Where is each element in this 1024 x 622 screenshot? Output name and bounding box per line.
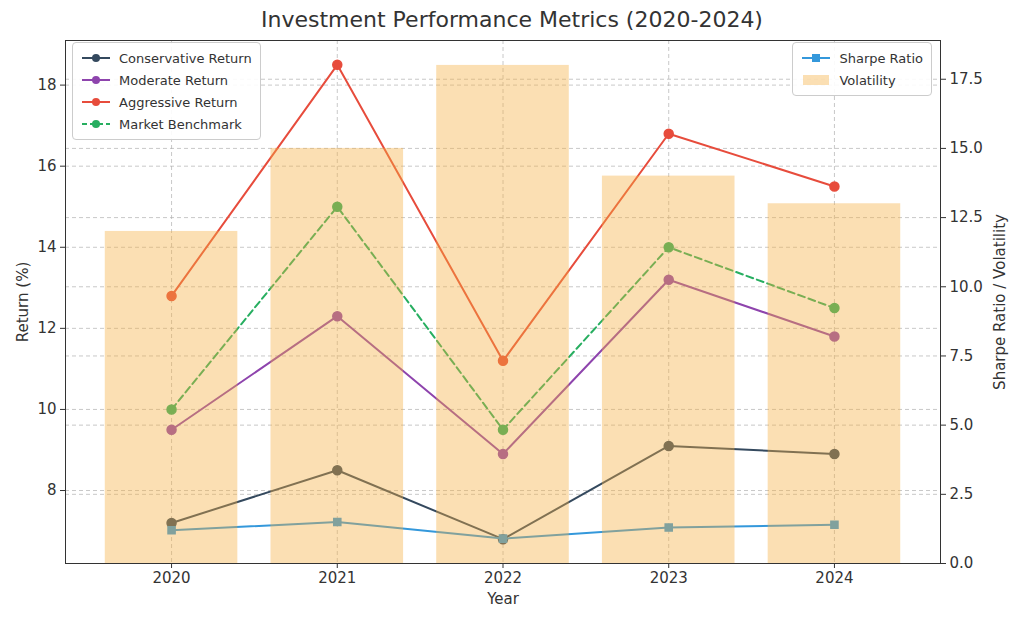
svg-text:10.0: 10.0 <box>950 278 983 296</box>
svg-text:15.0: 15.0 <box>950 139 983 157</box>
html-text:Conservative Return: Conservative Return <box>119 50 252 66</box>
svg-text:18: 18 <box>37 76 56 94</box>
html-text:Aggressive Return: Aggressive Return <box>119 94 238 110</box>
svg-text:10: 10 <box>37 400 56 418</box>
svg-text:7.5: 7.5 <box>950 347 974 365</box>
svg-text:14: 14 <box>37 238 56 256</box>
svg-text:Return (%): Return (%) <box>14 262 32 343</box>
html-text:Market Benchmark: Market Benchmark <box>119 116 242 132</box>
svg-text:2022: 2022 <box>484 569 522 587</box>
svg-text:2021: 2021 <box>318 569 356 587</box>
html-text:Volatility: Volatility <box>839 72 896 88</box>
svg-text:12: 12 <box>37 319 56 337</box>
svg-text:0.0: 0.0 <box>950 554 974 572</box>
svg-text:16: 16 <box>37 157 56 175</box>
html-text:Investment Performance Metrics: Investment Performance Metrics (2020-202… <box>261 7 763 32</box>
svg-text:Year: Year <box>486 590 520 608</box>
svg-text:2024: 2024 <box>815 569 853 587</box>
svg-text:Sharpe Ratio / Volatility: Sharpe Ratio / Volatility <box>991 214 1009 390</box>
svg-text:5.0: 5.0 <box>950 416 974 434</box>
svg-text:8: 8 <box>47 481 57 499</box>
html-text:Moderate Return: Moderate Return <box>119 72 229 88</box>
html-text:Sharpe Ratio: Sharpe Ratio <box>839 50 923 66</box>
svg-text:12.5: 12.5 <box>950 208 983 226</box>
svg-text:2.5: 2.5 <box>950 485 974 503</box>
svg-text:17.5: 17.5 <box>950 70 983 88</box>
svg-text:2023: 2023 <box>650 569 688 587</box>
svg-text:2020: 2020 <box>152 569 190 587</box>
